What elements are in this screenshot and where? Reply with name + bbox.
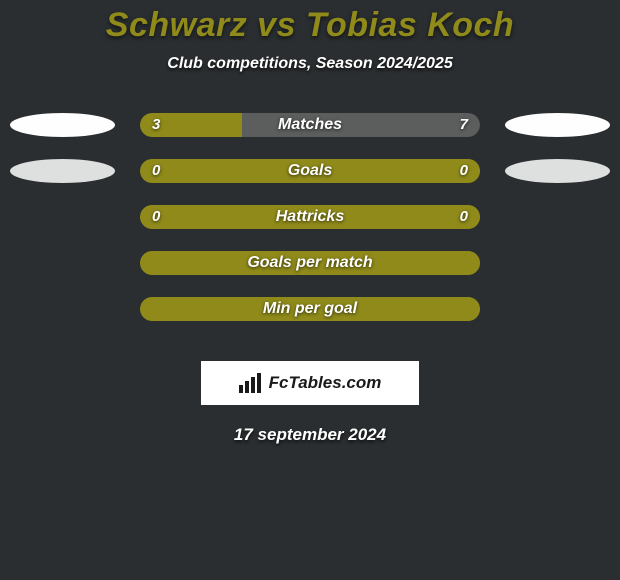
source-logo-card: FcTables.com (201, 361, 419, 405)
stat-value-left: 0 (152, 159, 160, 183)
stat-label: Goals (140, 159, 480, 183)
stat-row: Matches3 7 (0, 113, 620, 137)
stat-label: Goals per match (140, 251, 480, 275)
stat-value-right: 0 (460, 205, 468, 229)
stat-label: Matches (140, 113, 480, 137)
comparison-infographic: Schwarz vs Tobias Koch Club competitions… (0, 0, 620, 445)
date-label: 17 september 2024 (0, 425, 620, 445)
stat-bar: Min per goal (140, 297, 480, 321)
stat-value-right: 0 (460, 159, 468, 183)
stat-bar: Matches3 7 (140, 113, 480, 137)
player-left-marker (10, 113, 115, 137)
stat-bar: Goals per match (140, 251, 480, 275)
stat-bar: Hattricks0 0 (140, 205, 480, 229)
source-logo-text: FcTables.com (269, 373, 382, 393)
stat-row: Goals per match (0, 251, 620, 275)
stat-row: Goals0 0 (0, 159, 620, 183)
stat-value-left: 3 (152, 113, 160, 137)
stat-label: Min per goal (140, 297, 480, 321)
stat-row: Min per goal (0, 297, 620, 321)
player-right-marker (505, 113, 610, 137)
subtitle: Club competitions, Season 2024/2025 (0, 55, 620, 73)
page-title: Schwarz vs Tobias Koch (0, 6, 620, 45)
stat-label: Hattricks (140, 205, 480, 229)
stat-value-left: 0 (152, 205, 160, 229)
stat-value-right: 7 (460, 113, 468, 137)
stat-rows: Matches37Goals00Hattricks00Goals per mat… (0, 113, 620, 321)
stat-bar: Goals0 0 (140, 159, 480, 183)
player-right-marker (505, 159, 610, 183)
bars-chart-icon (239, 373, 263, 393)
stat-row: Hattricks0 0 (0, 205, 620, 229)
player-left-marker (10, 159, 115, 183)
